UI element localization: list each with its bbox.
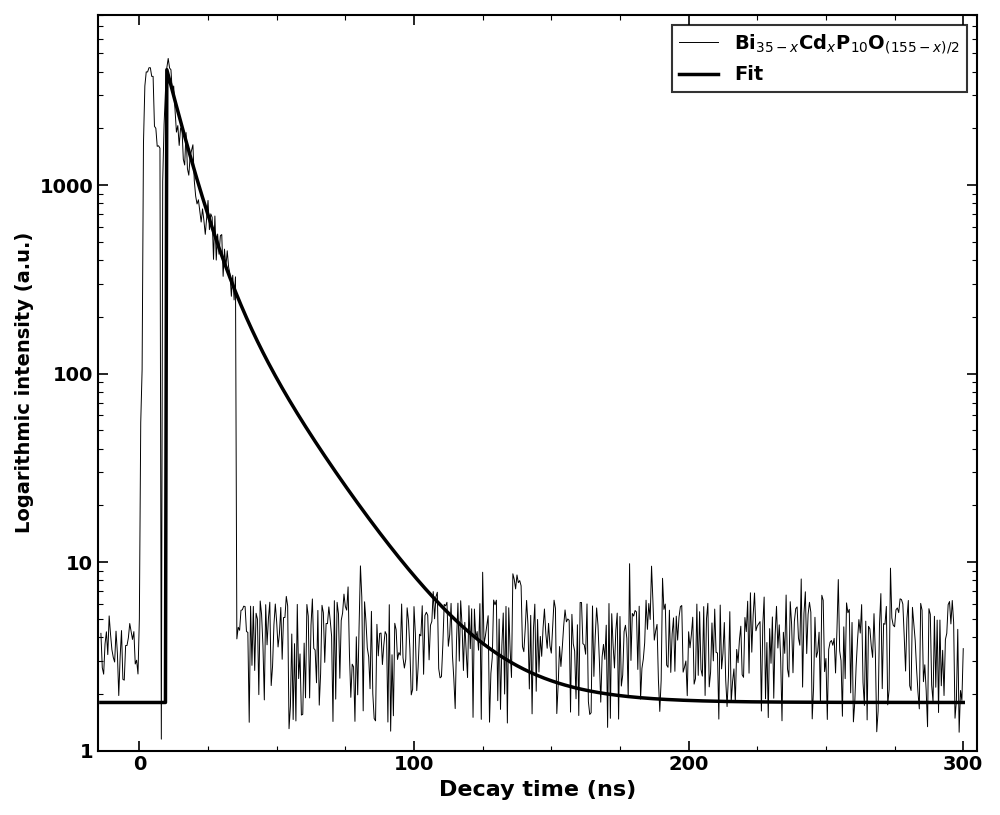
Line: Fit: Fit [101, 69, 963, 703]
Bi$_{35-x}$Cd$_x$P$_{10}$O$_{(155-x)/2}$ [787, 667, 799, 677]
Line: Bi$_{35-x}$Cd$_x$P$_{10}$O$_{(155-x)/2}$: Bi$_{35-x}$Cd$_x$P$_{10}$O$_{(155-x)/2}$ [101, 59, 963, 739]
Bi$_{35-x}$Cd$_x$P$_{10}$O$_{(155-x)/2}$ [95, 628, 107, 638]
Bi$_{35-x}$Cd$_x$P$_{10}$O$_{(155-x)/2}$ [915, 598, 927, 608]
Fit [786, 698, 798, 707]
Fit [111, 698, 123, 707]
Bi$_{35-x}$Cd$_x$P$_{10}$O$_{(155-x)/2}$ [957, 644, 969, 654]
Fit [537, 673, 549, 683]
Fit [913, 698, 925, 707]
Fit [944, 698, 956, 707]
Bi$_{35-x}$Cd$_x$P$_{10}$O$_{(155-x)/2}$ [111, 649, 123, 659]
Bi$_{35-x}$Cd$_x$P$_{10}$O$_{(155-x)/2}$ [155, 734, 167, 744]
Legend: Bi$_{35-x}$Cd$_x$P$_{10}$O$_{(155-x)/2}$, Fit: Bi$_{35-x}$Cd$_x$P$_{10}$O$_{(155-x)/2}$… [672, 24, 967, 92]
Bi$_{35-x}$Cd$_x$P$_{10}$O$_{(155-x)/2}$ [945, 619, 957, 629]
Bi$_{35-x}$Cd$_x$P$_{10}$O$_{(155-x)/2}$ [175, 124, 187, 134]
Bi$_{35-x}$Cd$_x$P$_{10}$O$_{(155-x)/2}$ [538, 604, 550, 614]
Y-axis label: Logarithmic intensity (a.u.): Logarithmic intensity (a.u.) [15, 232, 34, 533]
Fit [161, 64, 173, 74]
Fit [95, 698, 107, 707]
X-axis label: Decay time (ns): Decay time (ns) [439, 780, 636, 800]
Bi$_{35-x}$Cd$_x$P$_{10}$O$_{(155-x)/2}$ [162, 54, 174, 64]
Fit [957, 698, 969, 707]
Fit [173, 112, 185, 121]
